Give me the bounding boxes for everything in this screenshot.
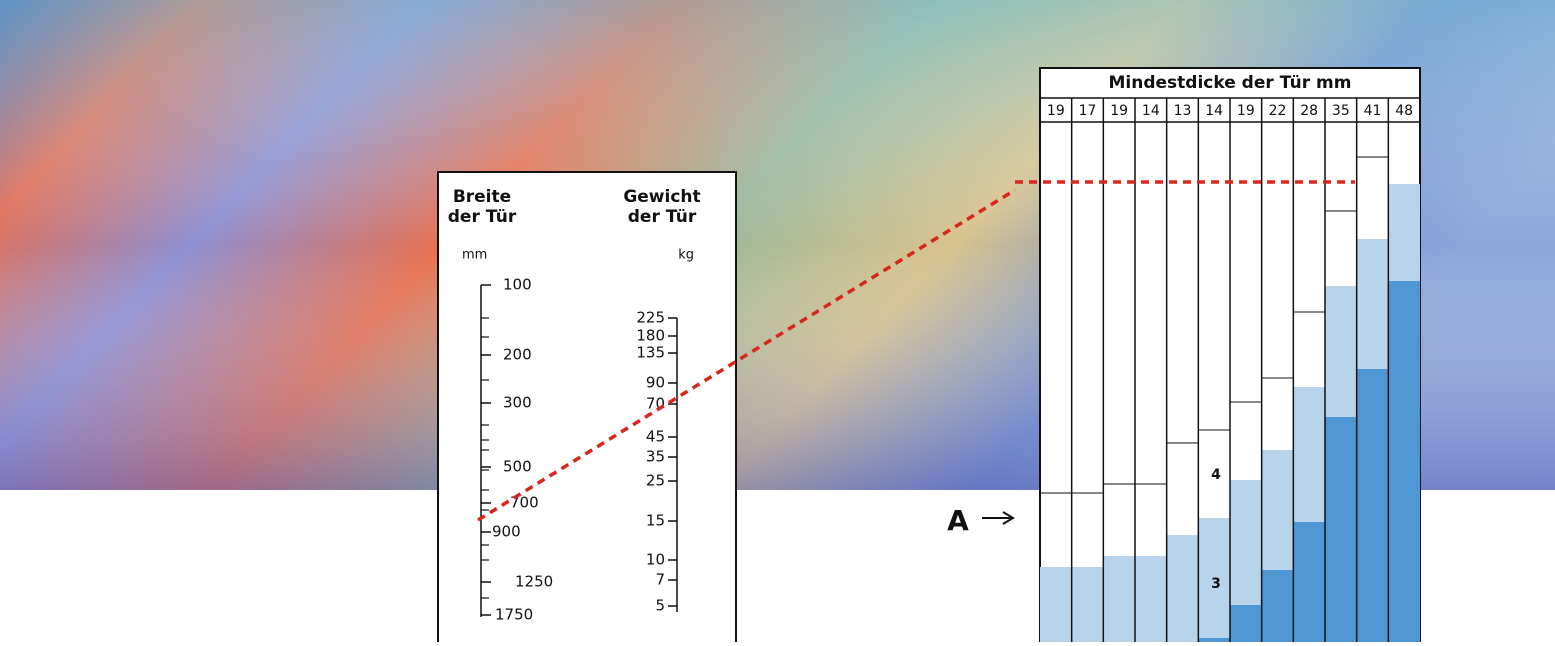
column-header: 14 <box>1205 103 1223 119</box>
width-tick-label: 300 <box>503 394 532 412</box>
reading-line <box>477 188 1016 522</box>
zone-dark <box>1261 570 1294 646</box>
width-tick-label: 200 <box>503 346 532 364</box>
zone-dark <box>1388 281 1420 646</box>
weight-tick-label: 90 <box>646 374 665 392</box>
weight-tick-label: 7 <box>655 571 665 589</box>
weight-tick-label: 10 <box>646 551 665 569</box>
table-title: Mindestdicke der Tür mm <box>1109 73 1352 93</box>
width-tick-label: 500 <box>503 458 532 476</box>
column-header: 14 <box>1142 103 1160 119</box>
weight-tick-label: 70 <box>646 395 665 413</box>
weight-tick-label: 135 <box>636 344 665 362</box>
weight-tick-label: 5 <box>655 597 665 615</box>
width-tick-label: 1250 <box>515 573 553 591</box>
weight-tick-label: 25 <box>646 472 665 490</box>
zone-light <box>1198 518 1230 646</box>
zone-dark <box>1198 638 1230 646</box>
column-header: 48 <box>1395 103 1413 119</box>
column-header: 19 <box>1047 103 1065 119</box>
weight-unit: kg <box>678 248 694 263</box>
width-tick-label: 900 <box>492 523 521 541</box>
zone-light <box>1103 556 1135 646</box>
nomogram: Breite der Tür Gewicht der Tür mm kg 100 20… <box>448 187 701 624</box>
width-tick-label: 1750 <box>495 606 533 624</box>
zone-dark <box>1230 605 1262 646</box>
weight-tick-label: 180 <box>636 327 665 345</box>
marker-arrow <box>982 511 1015 525</box>
nomogram-box <box>437 171 737 646</box>
zone-dark <box>1356 369 1389 646</box>
weight-tick-label: 225 <box>636 309 665 327</box>
columns: 19 17 19 14 13 14 19 22 28 35 41 48 <box>1040 98 1420 646</box>
marker-label: A <box>947 504 969 537</box>
weight-label: Gewicht der Tür <box>623 187 700 227</box>
weight-tick-label: 35 <box>646 448 665 466</box>
column-header: 17 <box>1079 103 1097 119</box>
width-tick-label: 100 <box>503 276 532 294</box>
column-header: 35 <box>1332 103 1350 119</box>
zone-dark <box>1325 417 1357 646</box>
zone-dark <box>1293 522 1325 646</box>
column-header: 41 <box>1364 103 1382 119</box>
zone-light <box>1135 556 1167 646</box>
column-header: 19 <box>1237 103 1255 119</box>
column-header: 22 <box>1269 103 1287 119</box>
weight-tick-label: 45 <box>646 428 665 446</box>
zone-label: 3 <box>1211 576 1221 592</box>
zone-light <box>1166 535 1199 646</box>
width-tick-label: 700 <box>510 494 539 512</box>
width-unit: mm <box>462 248 487 263</box>
zone-label: 4 <box>1211 467 1221 483</box>
column-header: 13 <box>1174 103 1192 119</box>
zone-light <box>1071 567 1104 646</box>
zone-light <box>1040 567 1072 646</box>
weight-tick-label: 15 <box>646 512 665 530</box>
column-header: 19 <box>1110 103 1128 119</box>
column-header: 28 <box>1300 103 1318 119</box>
width-label: Breite der Tür <box>448 187 517 227</box>
